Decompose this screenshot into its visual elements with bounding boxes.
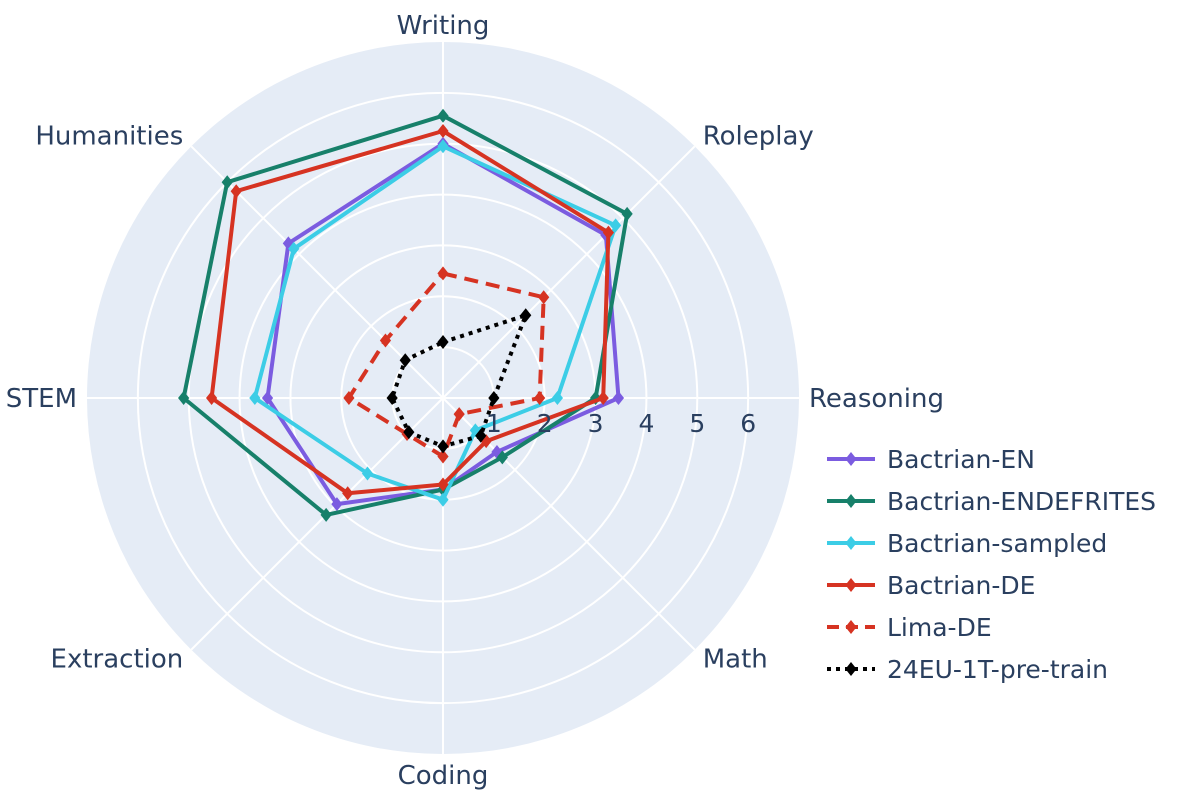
data-point-marker <box>437 477 449 492</box>
legend-marker <box>845 494 857 508</box>
data-point-marker <box>475 428 487 443</box>
data-point-marker <box>437 108 449 123</box>
data-point-marker <box>437 492 449 507</box>
data-point-marker <box>437 124 449 138</box>
data-point-marker <box>343 391 355 405</box>
data-point-marker <box>331 497 343 512</box>
series-24EU-1T-pre-train <box>386 308 532 454</box>
data-point-marker <box>612 391 625 405</box>
data-point-marker <box>520 308 532 323</box>
data-point-marker <box>206 391 218 405</box>
radial-tick-label: 3 <box>588 409 604 438</box>
category-label: Roleplay <box>703 121 814 151</box>
legend-marker <box>845 662 857 676</box>
radial-tick-label: 6 <box>740 409 756 438</box>
category-label: STEM <box>6 384 77 414</box>
data-point-marker <box>361 466 374 481</box>
legend-label: Lima-DE <box>887 613 992 642</box>
legend-item: Bactrian-sampled <box>827 529 1107 558</box>
category-label: Humanities <box>35 121 183 151</box>
legend-marker <box>845 452 857 466</box>
radial-tick-label: 4 <box>638 409 654 438</box>
legend-label: Bactrian-EN <box>887 445 1035 474</box>
legend-label: 24EU-1T-pre-train <box>887 655 1108 684</box>
category-label: Coding <box>398 761 489 791</box>
data-point-marker <box>496 450 508 465</box>
data-point-marker <box>437 449 449 464</box>
data-point-marker <box>480 434 492 449</box>
legend-marker <box>845 578 857 592</box>
data-point-marker <box>551 391 564 405</box>
data-point-marker <box>379 333 392 348</box>
data-point-marker <box>597 391 609 405</box>
data-point-marker <box>538 290 550 305</box>
data-point-marker <box>399 353 411 368</box>
data-point-marker <box>249 391 261 405</box>
data-point-marker <box>178 391 190 405</box>
radial-tick-label: 2 <box>537 409 553 438</box>
data-point-marker <box>437 439 449 454</box>
data-point-marker <box>386 391 398 405</box>
legend-label: Bactrian-ENDEFRITES <box>887 487 1156 516</box>
series-Bactrian-sampled <box>249 139 622 507</box>
data-point-marker <box>221 175 233 190</box>
data-point-marker <box>602 225 615 240</box>
data-point-marker <box>621 206 633 221</box>
data-point-marker <box>437 266 449 281</box>
grid-spoke <box>442 145 696 399</box>
grid-spoke <box>190 397 444 651</box>
category-label: Math <box>703 645 768 675</box>
data-point-marker <box>230 184 242 199</box>
data-point-marker <box>610 218 622 233</box>
data-point-marker <box>288 241 300 256</box>
data-point-marker <box>261 391 274 405</box>
data-point-marker <box>403 425 415 440</box>
data-point-marker <box>437 335 449 350</box>
category-label: Writing <box>397 11 490 41</box>
data-point-marker <box>342 486 354 501</box>
legend-label: Bactrian-sampled <box>887 529 1107 558</box>
series-Bactrian-DE <box>206 124 615 501</box>
legend-item: Bactrian-ENDEFRITES <box>827 487 1156 516</box>
legend-item: Bactrian-EN <box>827 445 1035 474</box>
radial-tick-label: 1 <box>486 409 502 438</box>
data-point-marker <box>488 391 500 405</box>
legend-label: Bactrian-DE <box>887 571 1035 600</box>
data-point-marker <box>534 391 546 405</box>
radial-tick-label: 5 <box>689 409 705 438</box>
data-point-marker <box>437 139 449 154</box>
legend-marker <box>845 620 857 634</box>
legend-item: Bactrian-DE <box>827 571 1035 600</box>
data-point-marker <box>320 507 332 522</box>
category-label: Reasoning <box>809 384 944 414</box>
legend-item: Lima-DE <box>827 613 992 642</box>
category-label: Extraction <box>51 645 184 675</box>
data-point-marker <box>453 407 465 422</box>
legend-item: 24EU-1T-pre-train <box>827 655 1108 684</box>
legend-marker <box>845 536 857 550</box>
